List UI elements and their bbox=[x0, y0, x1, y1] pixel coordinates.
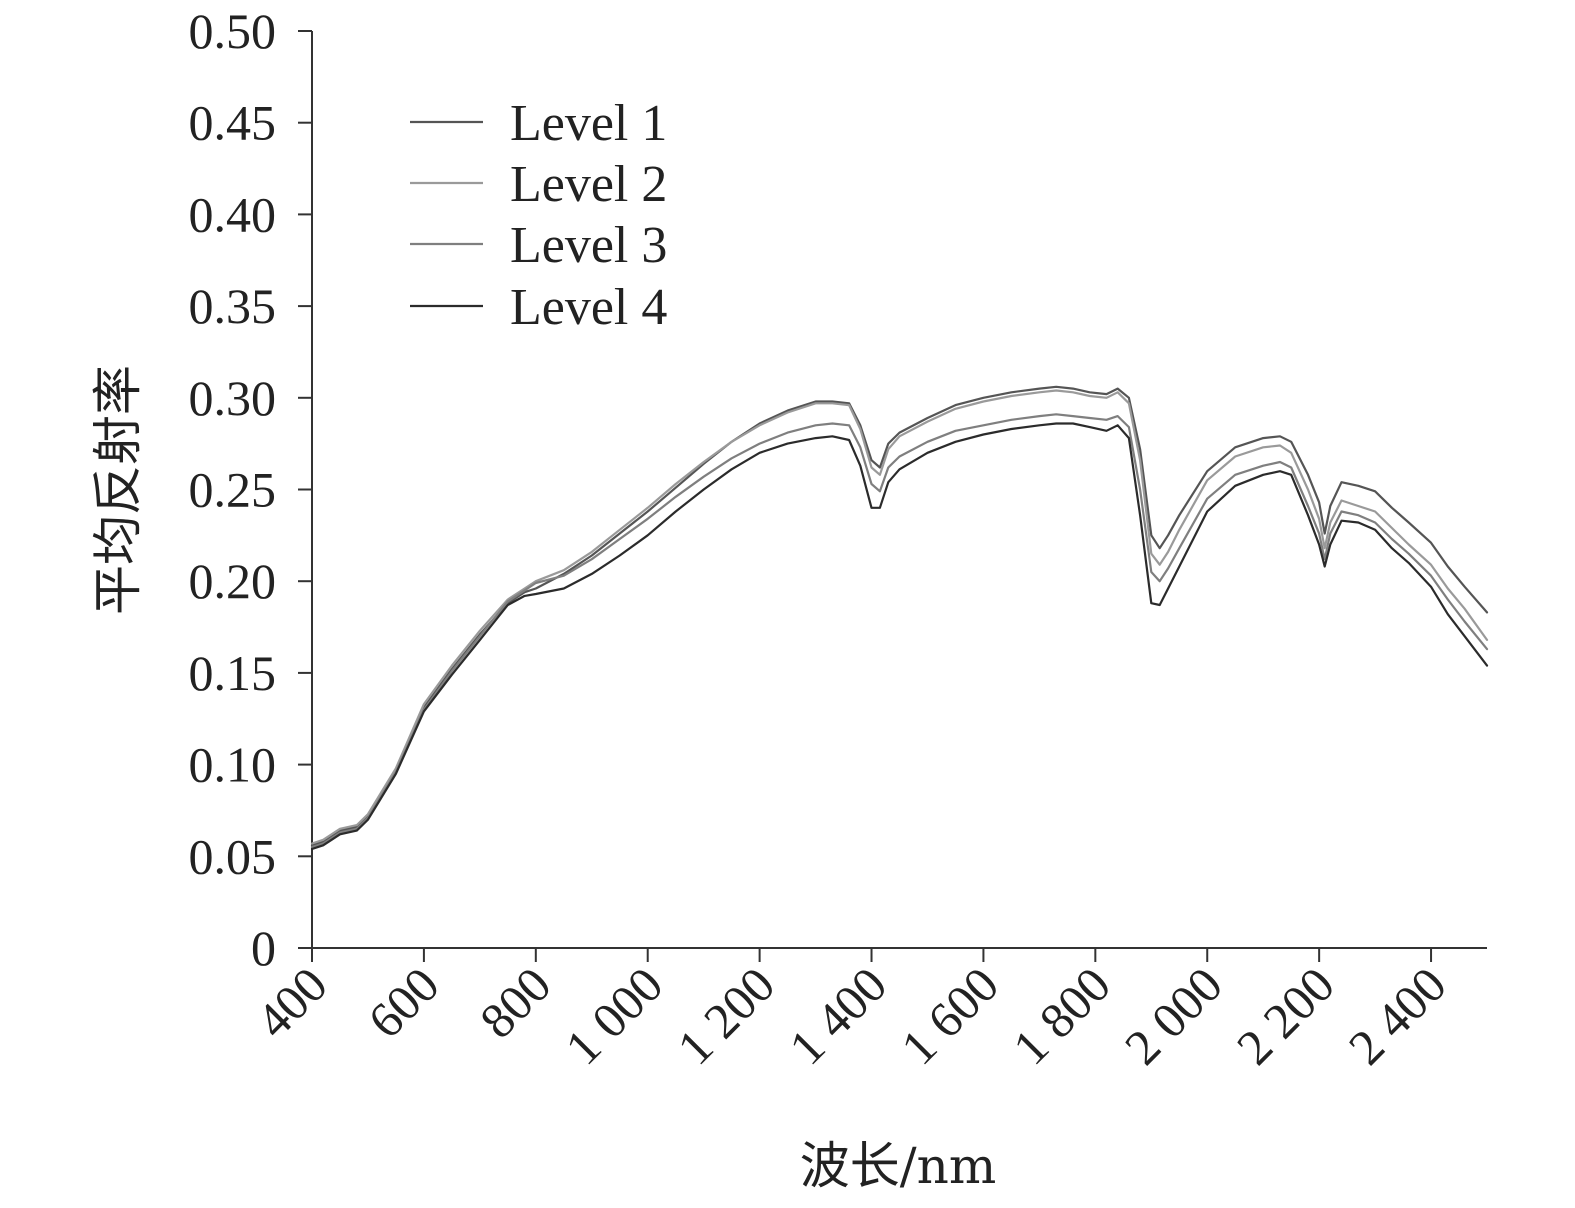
y-tick-label: 0.30 bbox=[189, 370, 277, 426]
series-line-level-2 bbox=[310, 389, 1489, 845]
series-lines bbox=[310, 385, 1489, 851]
legend-label: Level 2 bbox=[510, 156, 667, 213]
y-tick-label: 0.05 bbox=[189, 828, 277, 884]
y-ticks: 0 0.05 0.10 0.15 0.20 0.25 0.30 0.35 0.40 0.45 0.5… bbox=[189, 3, 312, 976]
y-axis-title: 平均反射率 bbox=[89, 365, 147, 615]
x-tick-label: 1 000 bbox=[554, 956, 673, 1075]
y-tick-label: 0.25 bbox=[189, 462, 277, 518]
y-tick-label: 0.15 bbox=[189, 645, 277, 701]
y-tick-label: 0.10 bbox=[189, 737, 277, 793]
x-tick-label: 1 600 bbox=[890, 956, 1009, 1075]
x-tick-label: 2 200 bbox=[1226, 956, 1345, 1075]
x-tick-label: 1 400 bbox=[778, 956, 897, 1075]
x-tick-label: 1 200 bbox=[666, 956, 785, 1075]
legend-label: Level 3 bbox=[510, 217, 667, 274]
y-tick-label: 0.20 bbox=[189, 553, 277, 609]
x-tick-label: 2 000 bbox=[1114, 956, 1233, 1075]
y-tick-label: 0.45 bbox=[189, 95, 277, 151]
axes bbox=[311, 31, 1487, 949]
x-tick-label: 800 bbox=[469, 956, 562, 1049]
series-line-level-4 bbox=[310, 422, 1489, 851]
x-axis-title: 波长/nm bbox=[800, 1137, 996, 1195]
legend-label: Level 4 bbox=[510, 279, 667, 336]
y-tick-label: 0.35 bbox=[189, 278, 277, 334]
y-tick-label: 0 bbox=[251, 920, 276, 976]
y-tick-label: 0.40 bbox=[189, 186, 277, 242]
x-tick-label: 2 400 bbox=[1338, 956, 1457, 1075]
y-tick-label: 0.50 bbox=[189, 3, 277, 59]
series-line-level-3 bbox=[310, 413, 1489, 849]
legend-label: Level 1 bbox=[510, 95, 667, 152]
series-line-level-1 bbox=[310, 385, 1489, 847]
x-tick-label: 600 bbox=[357, 956, 450, 1049]
x-tick-label: 1 800 bbox=[1002, 956, 1121, 1075]
